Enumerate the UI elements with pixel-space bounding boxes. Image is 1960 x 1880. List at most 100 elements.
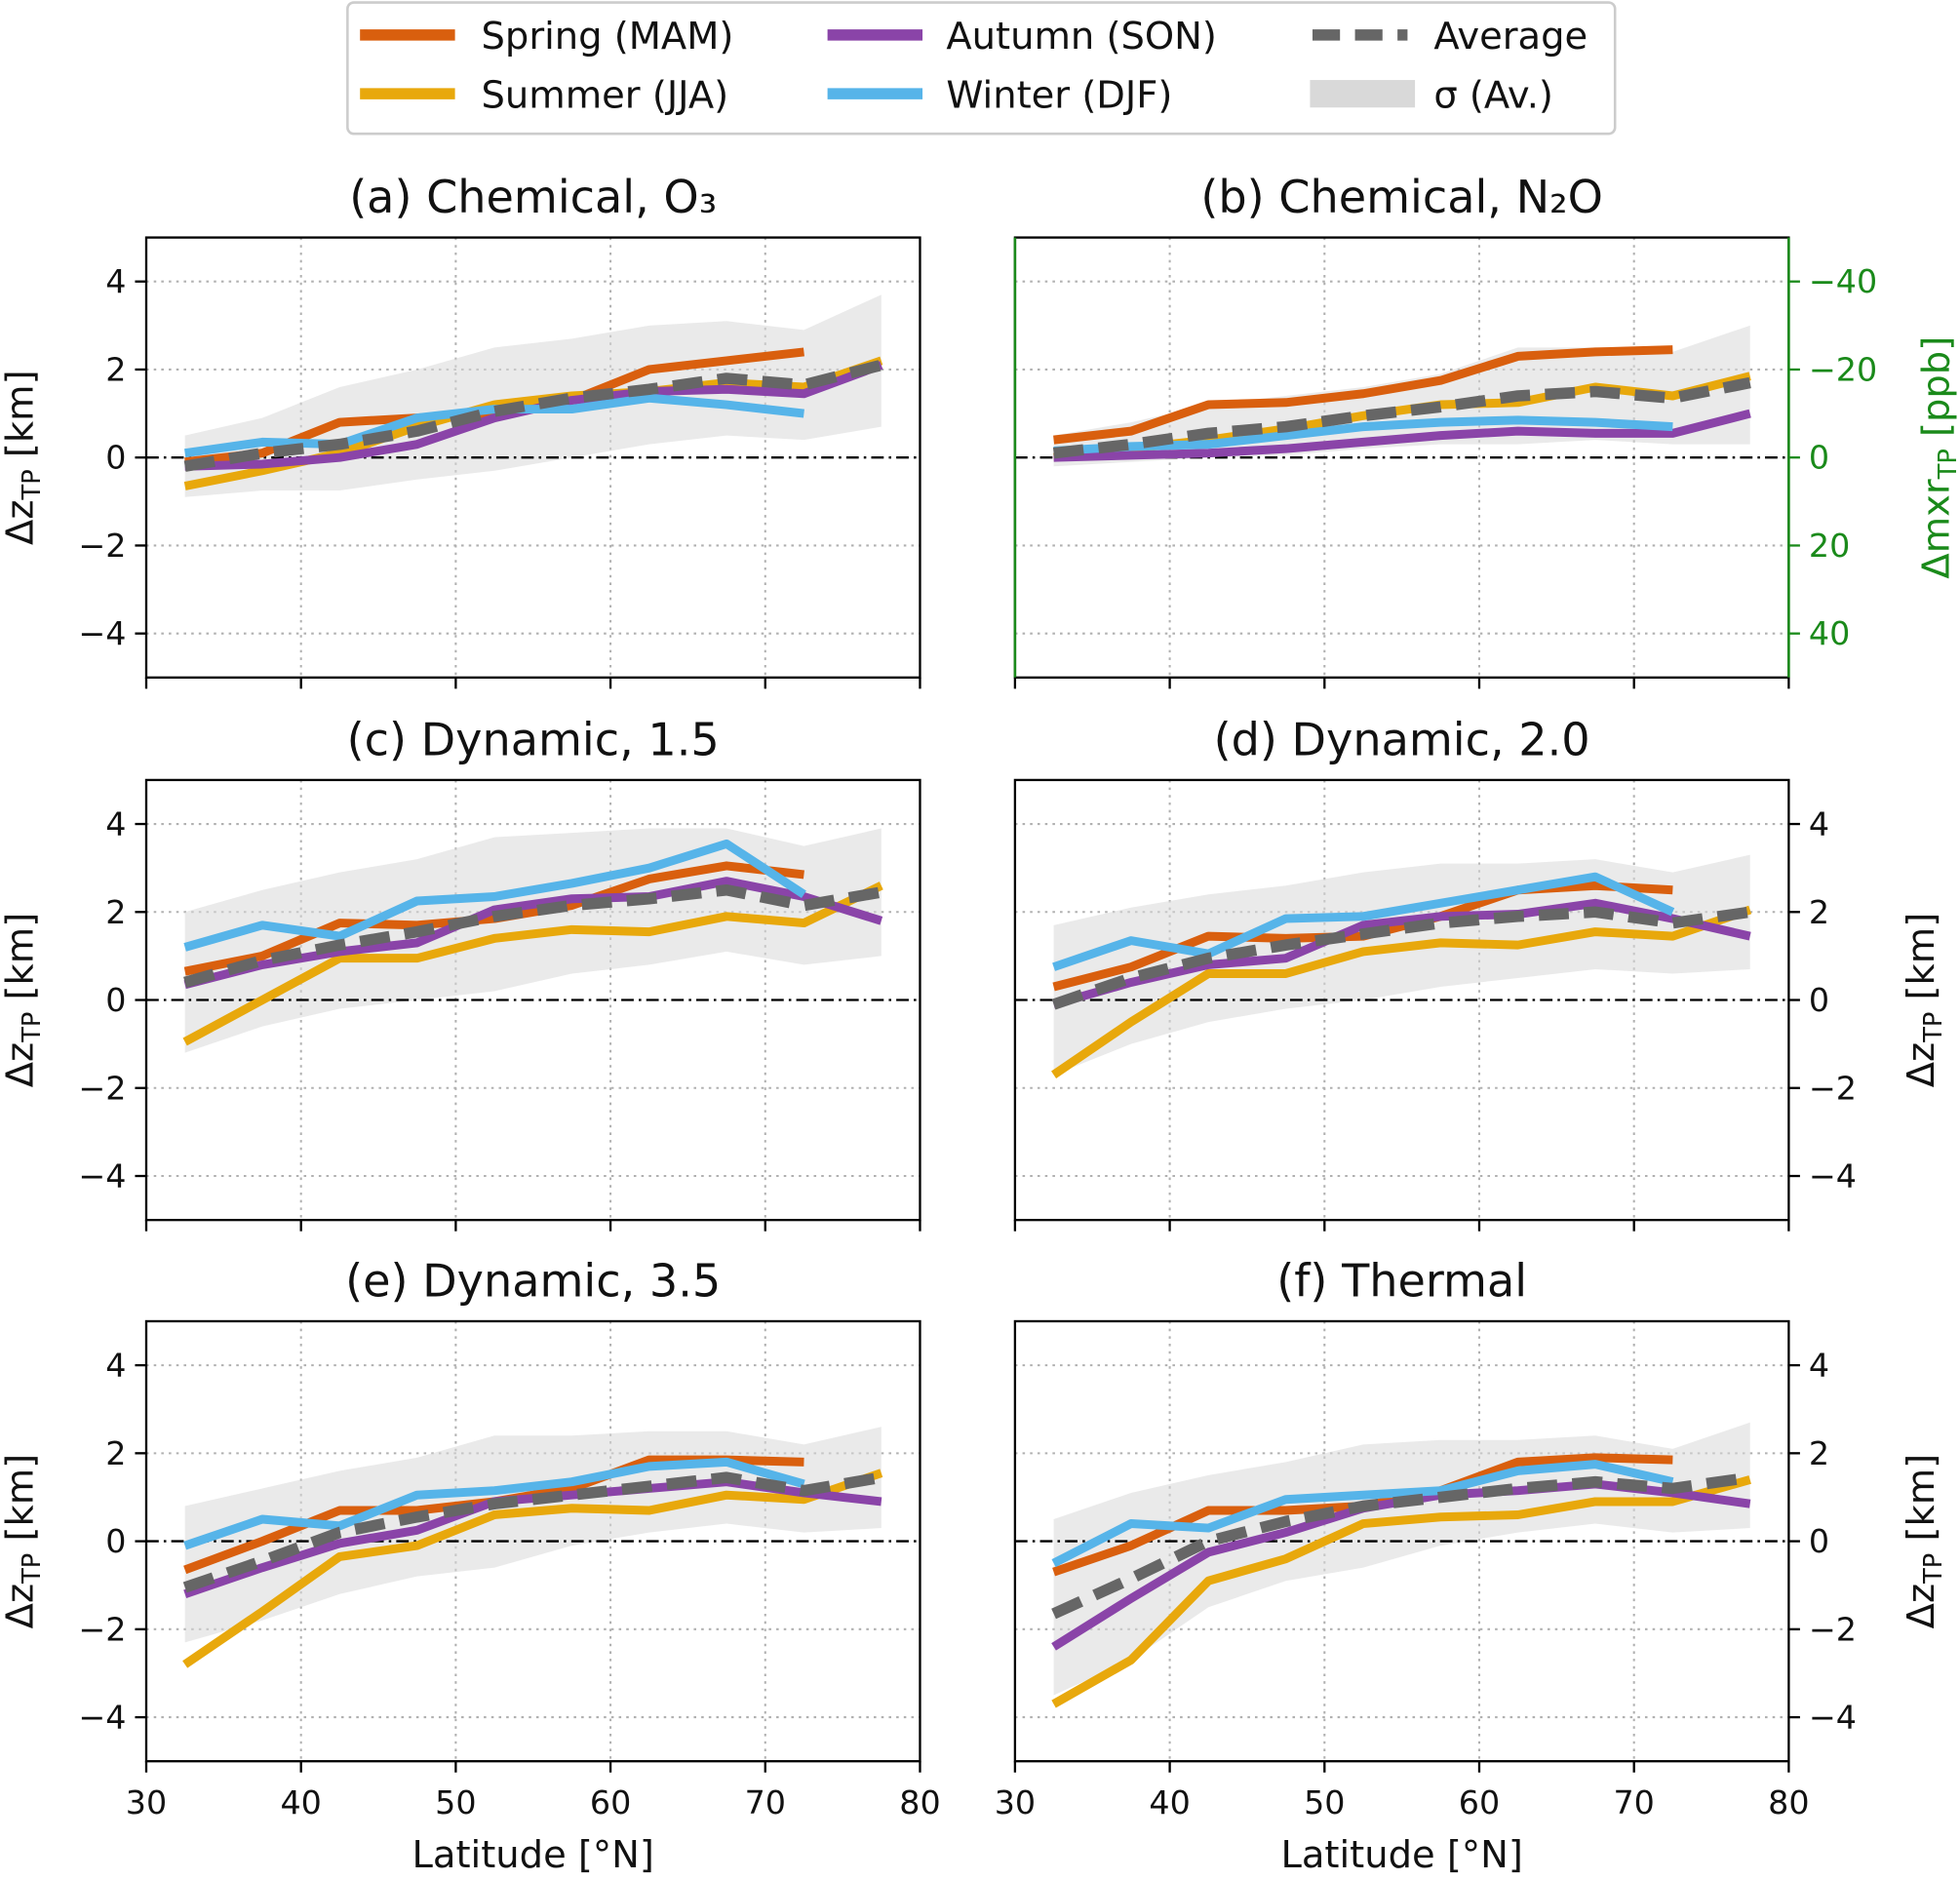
panel-title: (f) Thermal: [1276, 1254, 1527, 1307]
y-axis-label-main: Δz: [0, 1584, 42, 1628]
x-tick-label: 40: [1149, 1783, 1190, 1821]
y-axis-label-tail: [ppb]: [1914, 336, 1958, 449]
legend-label-average: Average: [1433, 15, 1588, 59]
y-axis-label-tail: [km]: [0, 913, 42, 1012]
y-tick-label-right: 20: [1809, 527, 1850, 565]
y-axis-label-tail: [km]: [0, 1454, 42, 1553]
series-line-average: [183, 883, 882, 989]
y-axis-label: ΔzTP [km]: [1900, 1454, 1948, 1629]
y-axis-label-tail: [km]: [0, 370, 42, 469]
legend-label-summer: Summer (JJA): [482, 73, 729, 117]
y-tick-label: 0: [105, 439, 126, 477]
series-line-average: [1051, 906, 1751, 1010]
y-tick-label: −4: [78, 1699, 126, 1737]
x-axis-label: Latitude [°N]: [1280, 1833, 1522, 1877]
x-tick-label: 80: [1768, 1783, 1809, 1821]
panel-c: (c) Dynamic, 1.5 −4 −2 0 2 4 ΔzTP [km]: [0, 713, 921, 1232]
x-tick-label: 40: [280, 1783, 321, 1821]
y-tick-label: 0: [105, 1522, 126, 1560]
legend-label-winter: Winter (DJF): [946, 73, 1172, 117]
y-tick-label-right: 4: [1809, 1347, 1829, 1385]
panel-title: (c) Dynamic, 1.5: [347, 713, 720, 765]
series-line-winter: [1051, 1460, 1674, 1568]
series-line-autumn: [1052, 898, 1751, 1009]
y-tick-label-right: −4: [1809, 1699, 1857, 1737]
y-tick-label: 4: [105, 262, 126, 300]
series-line-summer: [182, 1469, 883, 1668]
y-tick-label-right: 4: [1809, 805, 1829, 843]
panel-a: (a) Chemical, O₃ −4 −2 0 2 4 ΔzTP [km]: [0, 171, 921, 689]
series-line-summer: [1051, 1475, 1751, 1708]
y-axis-label: ΔzTP [km]: [0, 370, 47, 545]
panel-title: (a) Chemical, O₃: [349, 171, 717, 223]
x-tick-label: 60: [1459, 1783, 1500, 1821]
y-tick-label: 2: [105, 893, 126, 931]
series-line-summer: [182, 881, 883, 1046]
x-axis-label: Latitude [°N]: [412, 1833, 654, 1877]
x-tick-label: 30: [126, 1783, 167, 1821]
series-line-average: [1051, 1471, 1751, 1620]
y-axis-label-main: Δz: [0, 1042, 42, 1087]
series-line-autumn: [1053, 409, 1751, 462]
series-line-winter: [183, 1457, 805, 1550]
series-line-winter: [183, 839, 806, 952]
x-tick-label: 50: [1304, 1783, 1345, 1821]
y-tick-label: −2: [78, 527, 126, 565]
x-tick-label: 70: [745, 1783, 786, 1821]
y-axis-label: ΔzTP [km]: [0, 1454, 47, 1629]
legend-swatch-sigma: [1310, 80, 1416, 108]
y-axis-label: ΔmxrTP [ppb]: [1914, 336, 1960, 579]
y-axis-label-main: Δz: [1900, 1042, 1943, 1087]
y-tick-label: −2: [78, 1069, 126, 1107]
y-axis-label-sub: TP: [18, 1012, 47, 1043]
legend-label-autumn: Autumn (SON): [946, 15, 1217, 59]
y-tick-label-right: 2: [1809, 1434, 1829, 1472]
series-line-summer: [1051, 905, 1752, 1078]
y-tick-label-right: 0: [1809, 1522, 1829, 1560]
legend: Spring (MAM) Autumn (SON) Average Summer (J…: [346, 1, 1617, 136]
y-axis-label-tail: [km]: [1900, 1454, 1943, 1553]
y-axis-label-sub: TP: [18, 469, 47, 500]
y-axis-label-main: Δmxr: [1914, 479, 1958, 578]
y-tick-label: −4: [78, 614, 126, 652]
y-axis-label: ΔzTP [km]: [1900, 913, 1948, 1088]
legend-label-spring: Spring (MAM): [482, 15, 734, 59]
y-tick-label-right: −2: [1809, 1069, 1857, 1107]
y-axis-label-main: Δz: [1900, 1584, 1943, 1628]
y-axis-label-main: Δz: [0, 499, 42, 544]
legend-frame: [346, 1, 1617, 136]
y-tick-label: 0: [105, 981, 126, 1019]
y-tick-label-right: −20: [1809, 350, 1877, 388]
y-axis-label: ΔzTP [km]: [0, 913, 47, 1088]
x-tick-label: 60: [590, 1783, 631, 1821]
y-tick-label: 4: [105, 1347, 126, 1385]
panel-d: (d) Dynamic, 2.0 −4 −2 0 2 4 ΔzTP [km]: [1013, 713, 1948, 1232]
y-axis-label-tail: [km]: [1900, 913, 1943, 1012]
y-axis-label-sub: TP: [1919, 1553, 1948, 1585]
x-tick-label: 30: [995, 1783, 1036, 1821]
y-tick-label-right: −2: [1809, 1610, 1857, 1648]
series-line-spring: [1053, 345, 1673, 445]
series-line-average: [1052, 376, 1751, 459]
series-line-average: [182, 1471, 882, 1593]
y-tick-label: 2: [105, 1434, 126, 1472]
x-tick-label: 70: [1613, 1783, 1654, 1821]
panel-title: (e) Dynamic, 3.5: [345, 1254, 721, 1307]
sigma-band: [1053, 1422, 1750, 1696]
y-tick-label-right: 2: [1809, 893, 1829, 931]
y-tick-label: 2: [105, 350, 126, 388]
panel-title: (d) Dynamic, 2.0: [1214, 713, 1590, 765]
panel-b: (b) Chemical, N₂O −40 −20 0 20 40 ΔmxrTP [ppb]: [1013, 171, 1960, 689]
series-line-winter: [1052, 872, 1675, 971]
y-tick-label: 4: [105, 805, 126, 843]
y-tick-label-right: −40: [1809, 262, 1877, 300]
y-axis-label-sub: TP: [1934, 449, 1960, 480]
series-line-average: [183, 359, 883, 472]
y-tick-label: −4: [78, 1157, 126, 1195]
y-axis-label-sub: TP: [1919, 1012, 1948, 1043]
y-tick-label-right: 0: [1809, 981, 1829, 1019]
legend-label-sigma: σ (Av.): [1433, 73, 1553, 117]
